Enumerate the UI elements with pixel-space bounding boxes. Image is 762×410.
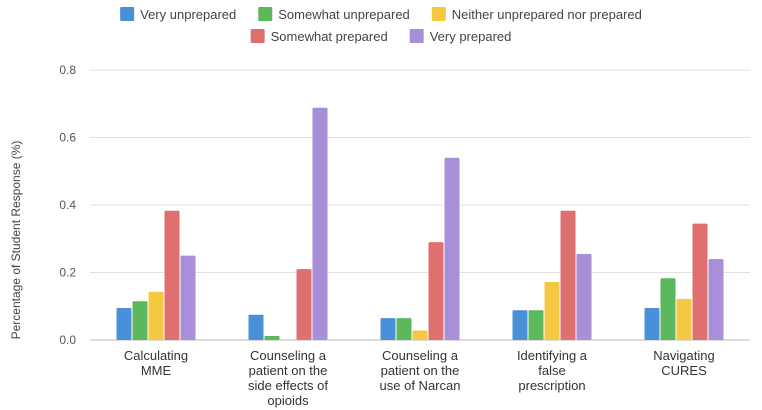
x-category-label: Identifying a false prescription: [517, 348, 588, 393]
legend-label: Somewhat prepared: [271, 29, 388, 44]
legend-label: Very unprepared: [140, 7, 236, 22]
x-category-label-line: Identifying a: [517, 348, 588, 363]
bar-very-prepared: [180, 255, 196, 340]
legend-swatch: [258, 7, 273, 21]
y-tick-label: 0.6: [59, 131, 76, 145]
legend-swatch: [431, 7, 446, 21]
y-axis-title: Percentage of Student Response (%): [9, 141, 23, 340]
bar-very-prepared: [444, 157, 460, 340]
bar-somewhat-prepared: [296, 269, 312, 340]
bar-neither-unprepared-nor-prepared: [676, 298, 692, 340]
bar-neither-unprepared-nor-prepared: [544, 281, 560, 340]
legend-swatch: [120, 7, 135, 21]
legend-swatch: [409, 29, 424, 43]
x-category-label: Counseling a patient on the use of Narcan: [380, 348, 461, 393]
x-category-label-line: MME: [141, 363, 172, 378]
bar-neither-unprepared-nor-prepared: [412, 330, 428, 340]
x-category-label-line: Counseling a: [382, 348, 459, 363]
x-category-label-line: opioids: [267, 393, 309, 408]
bar-somewhat-prepared: [428, 242, 444, 340]
x-category-label: Calculating MME: [124, 348, 188, 378]
x-category-label-line: patient on the: [381, 363, 460, 378]
legend-item: Very prepared: [409, 29, 512, 44]
bar-neither-unprepared-nor-prepared: [148, 291, 164, 340]
y-tick-label: 0.0: [59, 333, 76, 347]
x-category-label-line: side effects of: [248, 378, 328, 393]
bar-very-unprepared: [512, 310, 528, 340]
bar-somewhat-unprepared: [660, 278, 676, 340]
x-category-label-line: use of Narcan: [380, 378, 461, 393]
legend-item: Somewhat prepared: [250, 29, 388, 44]
bar-very-prepared: [576, 253, 592, 340]
x-category-label-line: Counseling a: [250, 348, 327, 363]
legend: Very unprepared Somewhat unprepared Neithe…: [120, 7, 642, 44]
y-tick-label: 0.2: [59, 266, 76, 280]
bar-somewhat-prepared: [560, 210, 576, 340]
y-tick-label: 0.8: [59, 63, 76, 77]
bar-somewhat-unprepared: [264, 335, 280, 340]
bar-somewhat-prepared: [692, 223, 708, 340]
bar-very-unprepared: [380, 318, 396, 340]
y-axis-ticks: 0.0 0.2 0.4 0.6 0.8: [59, 63, 76, 347]
x-category-label-line: Navigating: [653, 348, 714, 363]
x-category-label-line: false: [538, 363, 565, 378]
bar-very-prepared: [312, 107, 328, 340]
legend-item: Somewhat unprepared: [258, 7, 410, 22]
legend-label: Somewhat unprepared: [278, 7, 410, 22]
x-category-label-line: prescription: [518, 378, 585, 393]
x-category-label-line: Calculating: [124, 348, 188, 363]
x-category-label: Counseling a patient on the side effects o…: [248, 348, 328, 408]
x-category-label-line: patient on the: [249, 363, 328, 378]
bar-very-prepared: [708, 259, 724, 340]
bar-very-unprepared: [248, 314, 264, 340]
bars: [116, 107, 724, 340]
x-category-label: Navigating CURES: [653, 348, 714, 378]
legend-swatch: [250, 29, 265, 43]
x-category-label-line: CURES: [661, 363, 707, 378]
bar-very-unprepared: [116, 307, 132, 340]
bar-somewhat-unprepared: [132, 301, 148, 340]
gridlines: [90, 69, 750, 341]
y-tick-label: 0.4: [59, 198, 76, 212]
legend-item: Very unprepared: [120, 7, 236, 22]
bar-very-unprepared: [644, 307, 660, 340]
legend-item: Neither unprepared nor prepared: [431, 7, 642, 22]
bar-somewhat-unprepared: [528, 310, 544, 340]
legend-label: Very prepared: [430, 29, 512, 44]
bar-somewhat-unprepared: [396, 318, 412, 340]
legend-label: Neither unprepared nor prepared: [452, 7, 642, 22]
bar-somewhat-prepared: [164, 210, 180, 340]
